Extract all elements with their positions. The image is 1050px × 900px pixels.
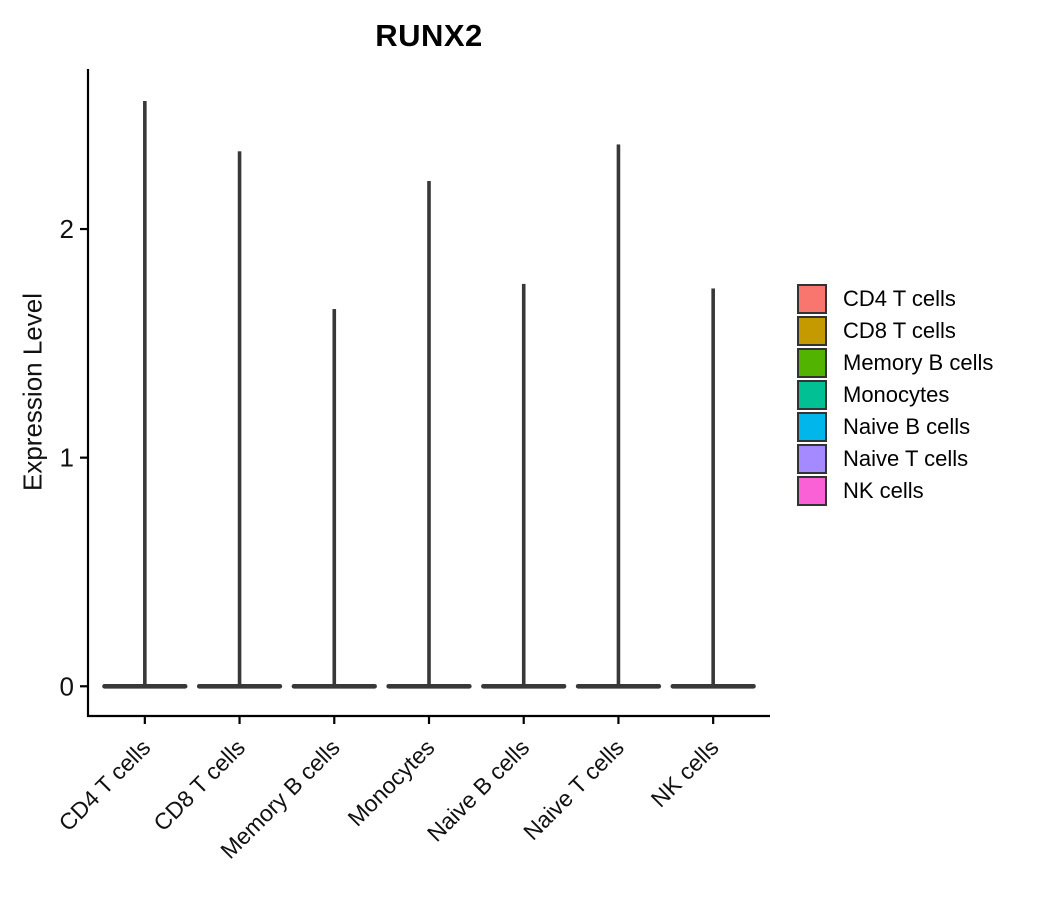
legend-item: CD4 T cells xyxy=(797,283,993,315)
x-tick-label: CD8 T cells xyxy=(148,734,250,836)
y-tick-label: 0 xyxy=(60,671,74,701)
violin-spike xyxy=(143,101,147,687)
legend-label: Monocytes xyxy=(843,382,950,407)
legend-label: CD8 T cells xyxy=(843,318,956,343)
violin-spike xyxy=(711,288,715,687)
violin-base xyxy=(575,683,662,689)
y-tick-label: 1 xyxy=(60,443,74,473)
violin-spike xyxy=(427,181,431,687)
x-tick-label: CD4 T cells xyxy=(54,734,156,836)
legend-label: CD4 T cells xyxy=(843,286,956,311)
legend-item: Memory B cells xyxy=(797,347,993,379)
legend-swatch xyxy=(797,476,827,506)
legend-label: Naive B cells xyxy=(843,414,971,439)
violin-base xyxy=(481,683,567,689)
x-tick-label: Monocytes xyxy=(343,734,440,831)
x-tick-label: Naive T cells xyxy=(518,734,629,845)
legend-swatch xyxy=(797,444,827,474)
legend-item: CD8 T cells xyxy=(797,315,993,347)
legend-label: Memory B cells xyxy=(843,350,994,375)
violin-base xyxy=(102,683,188,689)
legend-swatch xyxy=(797,284,827,314)
chart-title: RUNX2 xyxy=(375,18,483,53)
legend-label: NK cells xyxy=(843,478,924,503)
legend-label: Naive T cells xyxy=(843,446,969,471)
legend-swatch xyxy=(797,380,827,410)
violin-spike xyxy=(521,283,526,687)
legend-item: Naive T cells xyxy=(797,443,993,475)
legend-swatch xyxy=(797,348,827,378)
violin-base xyxy=(291,683,377,689)
violin-spike xyxy=(616,144,621,687)
violin-base xyxy=(670,683,756,689)
legend: CD4 T cells CD8 T cells Memory B cells Mono… xyxy=(797,283,993,507)
legend-swatch xyxy=(797,316,827,346)
legend-swatch xyxy=(797,412,827,442)
legend-item: Naive B cells xyxy=(797,411,993,443)
x-tick-label: Naive B cells xyxy=(422,734,534,846)
x-tick-label: NK cells xyxy=(646,734,724,812)
legend-item: NK cells xyxy=(797,475,993,507)
violin-spike xyxy=(332,309,337,687)
legend-item: Monocytes xyxy=(797,379,993,411)
violin-spike xyxy=(237,151,242,687)
violin-base xyxy=(386,683,472,689)
violin-base xyxy=(196,683,283,689)
y-tick-label: 2 xyxy=(60,214,74,244)
